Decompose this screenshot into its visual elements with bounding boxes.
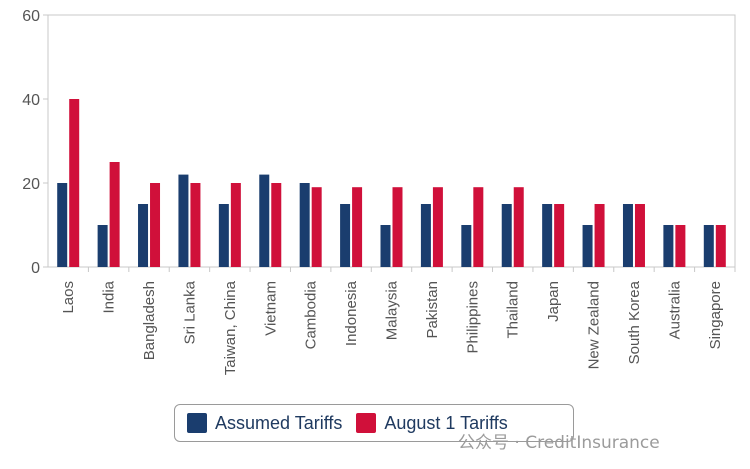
bar-august-south-korea[interactable] — [634, 204, 645, 267]
bar-august-malaysia[interactable] — [392, 187, 403, 267]
plot-frame — [47, 14, 736, 268]
bar-august-thailand[interactable] — [513, 187, 524, 267]
bar-august-laos[interactable] — [69, 99, 80, 267]
legend-label-assumed: Assumed Tariffs — [215, 412, 343, 433]
bar-assumed-pakistan[interactable] — [420, 204, 431, 267]
x-tick-label: Taiwan, China — [222, 280, 239, 375]
x-tick-label: South Korea — [626, 280, 643, 364]
bar-assumed-malaysia[interactable] — [380, 225, 391, 267]
legend: Assumed Tariffs August 1 Tariffs — [174, 404, 574, 442]
x-tick-label: Indonesia — [343, 280, 360, 346]
bar-august-singapore[interactable] — [715, 225, 726, 267]
bar-assumed-south-korea[interactable] — [622, 204, 633, 267]
bar-august-taiwan-china[interactable] — [230, 183, 241, 267]
bars — [57, 99, 726, 267]
x-tick-label: India — [101, 280, 118, 313]
bar-assumed-cambodia[interactable] — [299, 183, 310, 267]
bar-assumed-indonesia[interactable] — [340, 204, 351, 267]
x-tick-label: Laos — [60, 281, 77, 314]
legend-item-assumed[interactable]: Assumed Tariffs — [187, 413, 342, 434]
bar-assumed-bangladesh[interactable] — [138, 204, 149, 267]
bar-august-new-zealand[interactable] — [594, 204, 605, 267]
bar-august-pakistan[interactable] — [432, 187, 443, 267]
x-tick-label: Japan — [545, 281, 562, 322]
legend-swatch-assumed — [187, 413, 207, 433]
bar-assumed-taiwan-china[interactable] — [218, 204, 229, 267]
tariff-bar-chart: 0 20 40 60 Laos India Bangladesh Sri Lanka Taiw… — [22, 8, 736, 375]
x-tick-label: Sri Lanka — [181, 280, 198, 344]
bar-assumed-new-zealand[interactable] — [582, 225, 593, 267]
bar-august-sri-lanka[interactable] — [190, 183, 201, 267]
bar-assumed-laos[interactable] — [57, 183, 68, 267]
x-tick-label: Thailand — [505, 281, 522, 339]
bar-august-india[interactable] — [109, 162, 120, 267]
x-tick-label: Pakistan — [424, 281, 441, 339]
bar-august-japan[interactable] — [554, 204, 565, 267]
bar-august-australia[interactable] — [675, 225, 686, 267]
x-axis: Laos India Bangladesh Sri Lanka Taiwan, Chin… — [60, 267, 736, 375]
bar-assumed-thailand[interactable] — [501, 204, 512, 267]
x-tick-label: Australia — [666, 280, 683, 339]
bar-assumed-vietnam[interactable] — [259, 174, 270, 267]
bar-august-indonesia[interactable] — [352, 187, 363, 267]
x-tick-label: Malaysia — [384, 280, 401, 340]
legend-label-august: August 1 Tariffs — [384, 412, 508, 433]
bar-august-cambodia[interactable] — [311, 187, 322, 267]
watermark-text: 公众号 · CreditInsurance — [458, 433, 660, 453]
y-tick-label: 20 — [22, 176, 40, 193]
y-axis: 0 20 40 60 — [22, 8, 48, 277]
bar-august-philippines[interactable] — [473, 187, 484, 267]
y-tick-label: 40 — [22, 92, 40, 109]
bar-assumed-india[interactable] — [97, 225, 108, 267]
x-tick-label: Philippines — [464, 281, 481, 354]
bar-august-bangladesh[interactable] — [150, 183, 161, 267]
legend-item-august[interactable]: August 1 Tariffs — [356, 412, 508, 434]
x-tick-label: Bangladesh — [141, 281, 158, 360]
bar-august-vietnam[interactable] — [271, 183, 282, 267]
x-tick-label: New Zealand — [586, 281, 603, 369]
y-tick-label: 0 — [31, 260, 40, 277]
y-tick-label: 60 — [22, 8, 40, 25]
bar-assumed-australia[interactable] — [663, 225, 674, 267]
x-tick-label: Cambodia — [303, 280, 320, 349]
x-tick-label: Vietnam — [262, 281, 279, 336]
bar-assumed-sri-lanka[interactable] — [178, 174, 189, 267]
bar-assumed-philippines[interactable] — [461, 225, 472, 267]
bar-assumed-singapore[interactable] — [703, 225, 714, 267]
bar-assumed-japan[interactable] — [542, 204, 553, 267]
legend-swatch-august — [356, 413, 377, 433]
x-tick-label: Singapore — [707, 281, 724, 349]
